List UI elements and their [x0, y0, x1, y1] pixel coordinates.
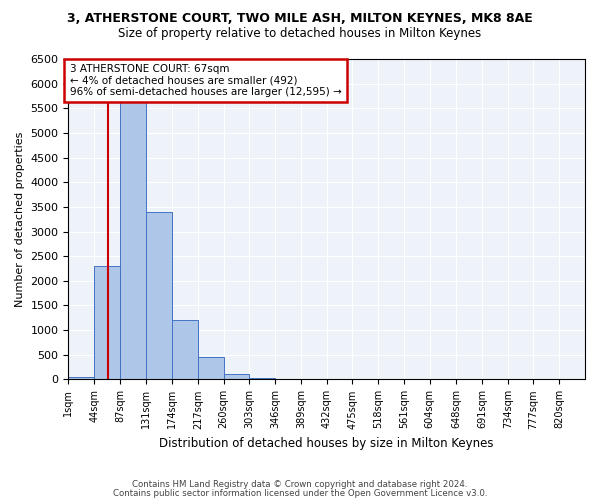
- Bar: [224, 374, 250, 380]
- Bar: [68, 377, 94, 380]
- Text: Contains HM Land Registry data © Crown copyright and database right 2024.: Contains HM Land Registry data © Crown c…: [132, 480, 468, 489]
- Y-axis label: Number of detached properties: Number of detached properties: [15, 132, 25, 307]
- Bar: [146, 212, 172, 380]
- Text: Size of property relative to detached houses in Milton Keynes: Size of property relative to detached ho…: [118, 28, 482, 40]
- Bar: [198, 358, 224, 380]
- Bar: [250, 378, 275, 380]
- X-axis label: Distribution of detached houses by size in Milton Keynes: Distribution of detached houses by size …: [160, 437, 494, 450]
- Bar: [172, 320, 198, 380]
- Bar: [120, 98, 146, 380]
- Text: 3, ATHERSTONE COURT, TWO MILE ASH, MILTON KEYNES, MK8 8AE: 3, ATHERSTONE COURT, TWO MILE ASH, MILTO…: [67, 12, 533, 26]
- Bar: [94, 266, 120, 380]
- Text: Contains public sector information licensed under the Open Government Licence v3: Contains public sector information licen…: [113, 489, 487, 498]
- Text: 3 ATHERSTONE COURT: 67sqm
← 4% of detached houses are smaller (492)
96% of semi-: 3 ATHERSTONE COURT: 67sqm ← 4% of detach…: [70, 64, 341, 97]
